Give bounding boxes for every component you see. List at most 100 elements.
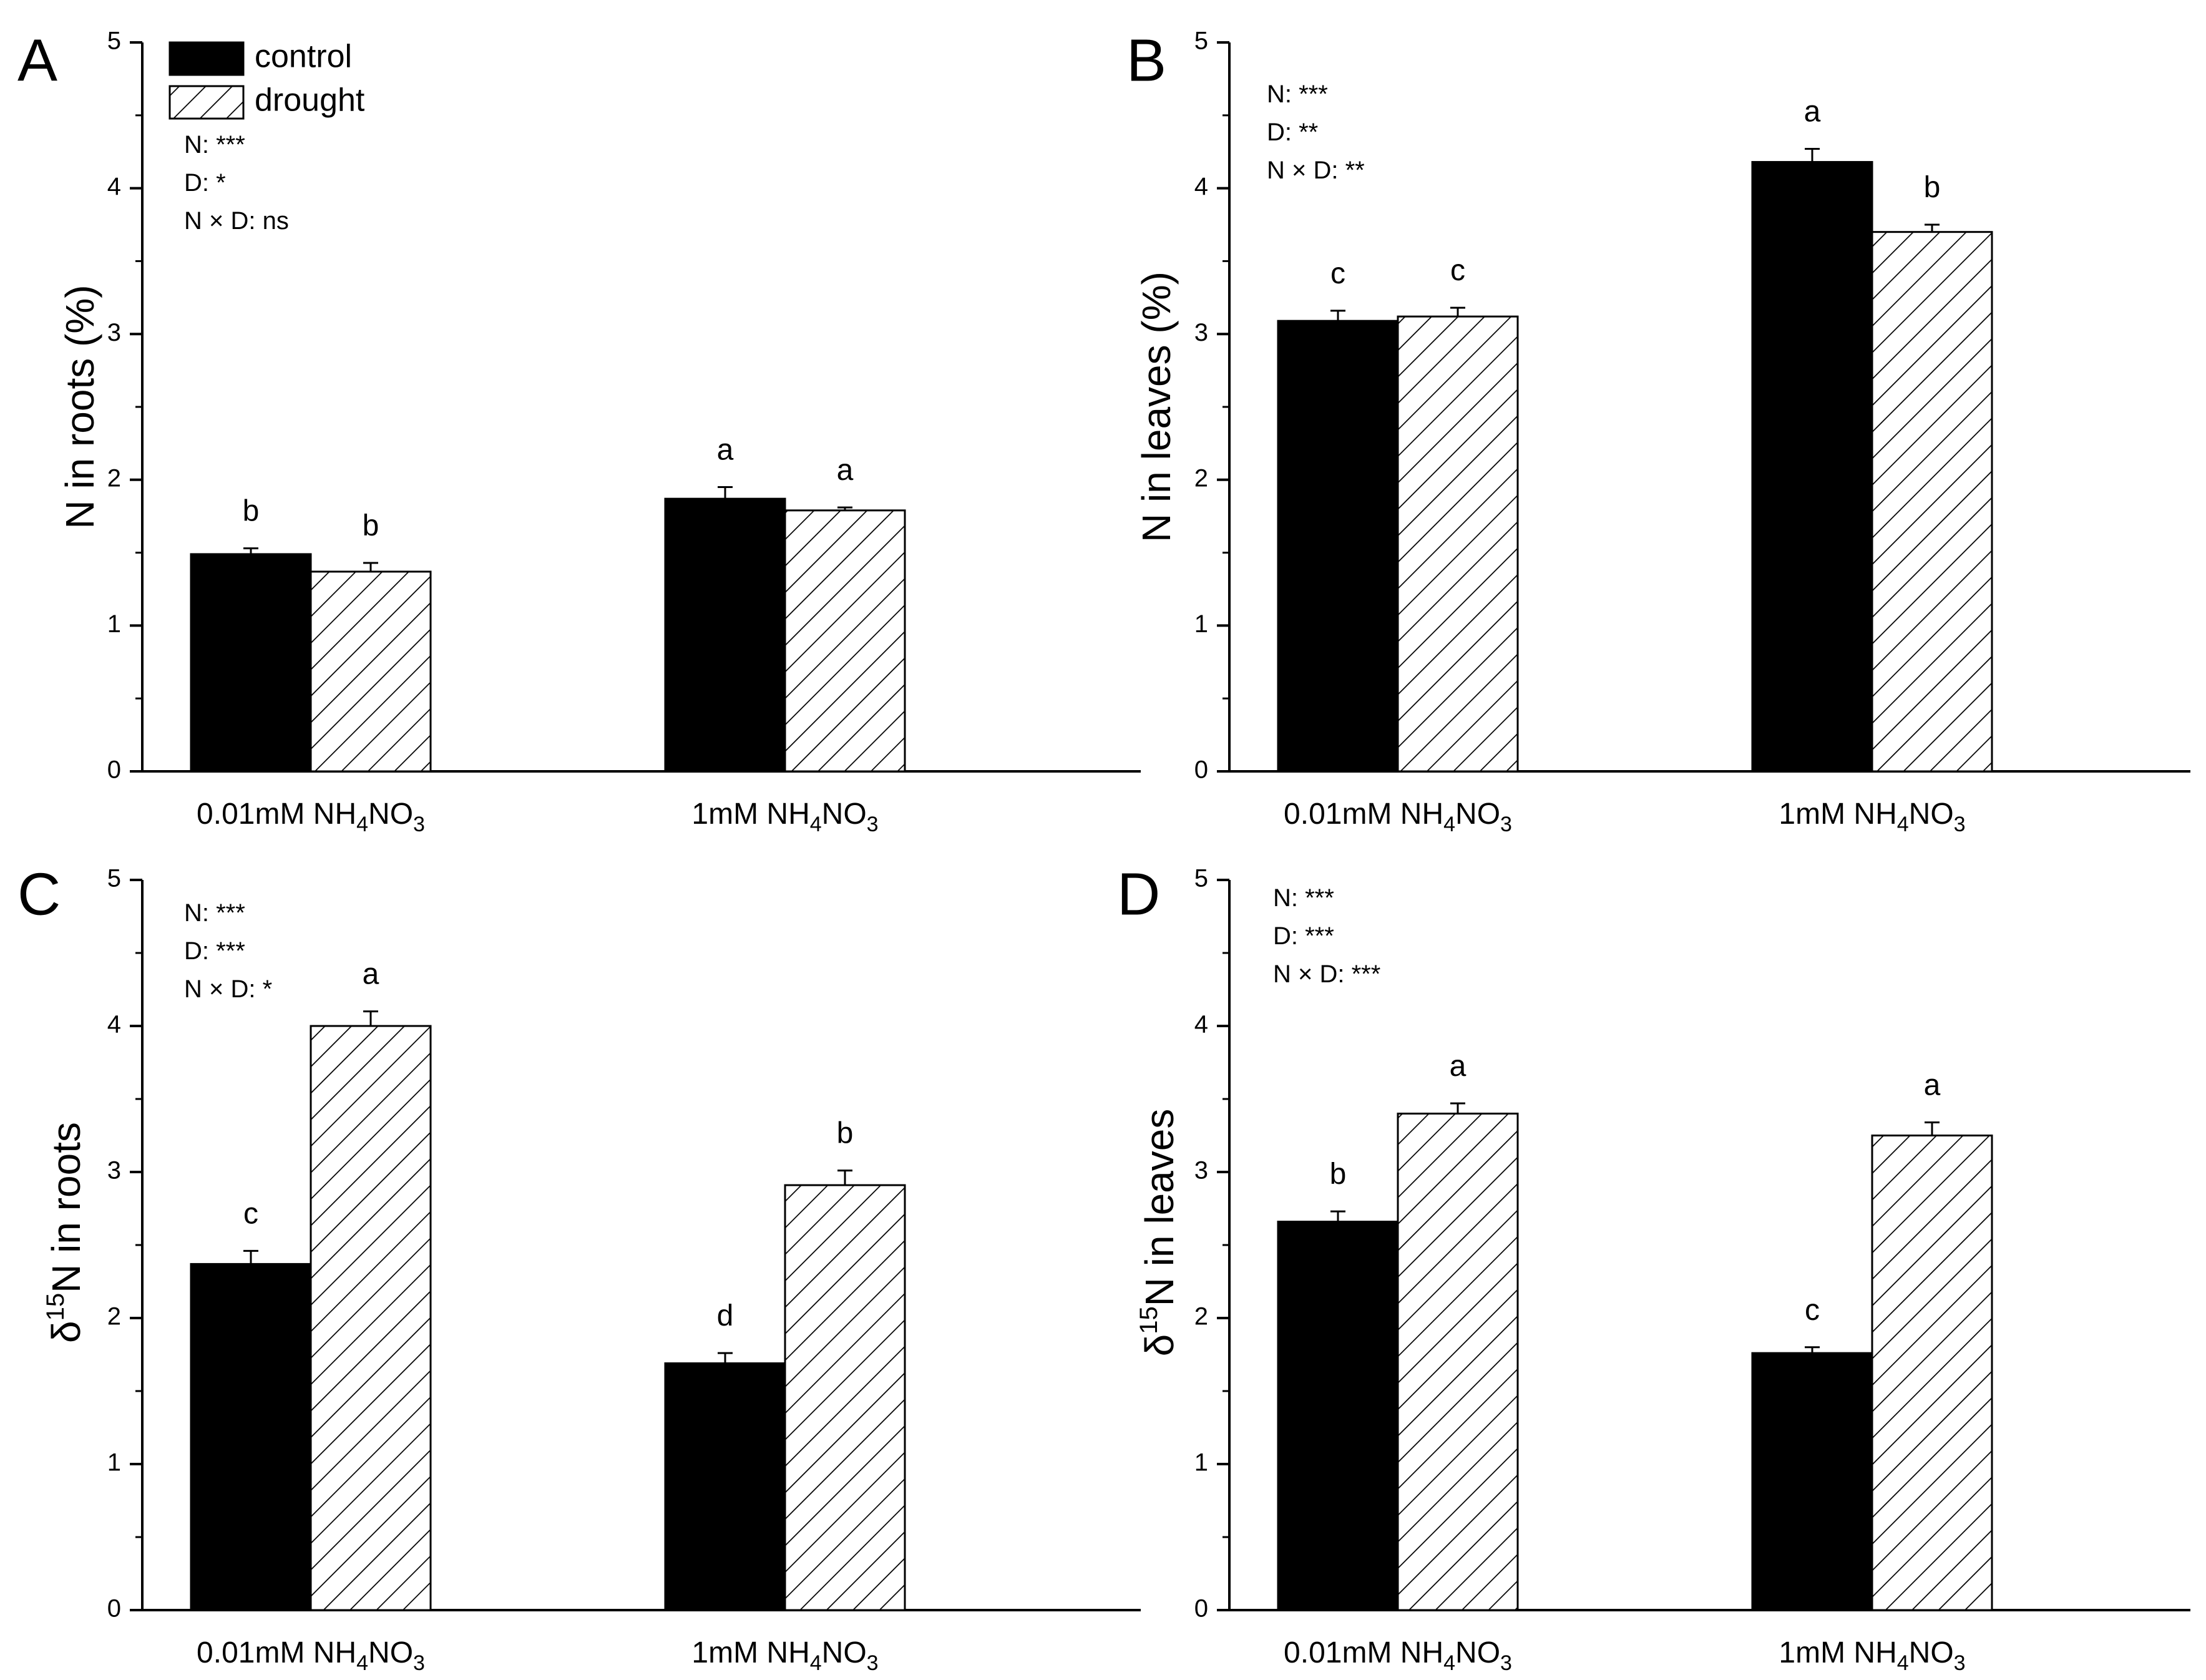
y-tick-label: 1 bbox=[107, 1449, 121, 1477]
x-category-label: 1mM NH4NO3 bbox=[1779, 798, 1965, 836]
category-subscript: 3 bbox=[413, 813, 425, 836]
category-text: 1mM NH bbox=[691, 1636, 809, 1669]
bar-drought bbox=[1397, 315, 1519, 773]
category-subscript: 4 bbox=[810, 813, 822, 836]
x-category-label: 0.01mM NH4NO3 bbox=[197, 798, 425, 836]
y-tick-label: 3 bbox=[107, 1157, 121, 1184]
y-tick-label: 4 bbox=[107, 1011, 121, 1038]
y-tick-label: 2 bbox=[1194, 1303, 1208, 1331]
category-text: NO bbox=[368, 1636, 413, 1669]
y-axis-title: δ15N in roots bbox=[42, 1122, 89, 1343]
bar-drought bbox=[310, 570, 432, 773]
category-text: 0.01mM NH bbox=[1284, 798, 1443, 831]
legend-swatch-drought bbox=[168, 85, 245, 120]
y-axis-title: N in roots (%) bbox=[57, 285, 102, 529]
legend-label-control: control bbox=[255, 39, 352, 75]
y-tick-label: 4 bbox=[107, 173, 121, 200]
bar-control bbox=[190, 553, 312, 773]
y-tick-label: 0 bbox=[1194, 1595, 1208, 1623]
category-subscript: 3 bbox=[867, 1651, 879, 1675]
stat-annotation: N: *** bbox=[184, 131, 245, 159]
category-text: NO bbox=[1909, 798, 1954, 831]
y-axis-title-rest: N in leaves bbox=[1137, 1109, 1182, 1307]
category-subscript: 4 bbox=[1443, 1651, 1455, 1675]
significance-letter: a bbox=[1924, 1068, 1941, 1101]
y-tick-label: 2 bbox=[107, 464, 121, 492]
category-text: 1mM NH bbox=[691, 798, 809, 831]
significance-letter: c bbox=[243, 1197, 258, 1230]
bar-drought bbox=[1871, 231, 1993, 773]
category-text: NO bbox=[1909, 1636, 1954, 1669]
y-tick-label: 3 bbox=[107, 319, 121, 346]
x-category-label: 0.01mM NH4NO3 bbox=[1284, 798, 1512, 836]
x-category-label: 1mM NH4NO3 bbox=[691, 798, 878, 836]
category-subscript: 3 bbox=[1954, 813, 1966, 836]
category-subscript: 3 bbox=[1954, 1651, 1966, 1675]
x-category-label: 0.01mM NH4NO3 bbox=[1284, 1636, 1512, 1675]
y-tick-label: 0 bbox=[107, 1595, 121, 1623]
category-text: 0.01mM NH bbox=[1284, 1636, 1443, 1669]
y-tick-label: 1 bbox=[1194, 1449, 1208, 1477]
category-text: NO bbox=[822, 798, 867, 831]
y-axis-title-main: N in roots (%) bbox=[57, 285, 102, 529]
panel-letter: A bbox=[17, 27, 57, 94]
y-axis-title: δ15N in leaves bbox=[1135, 1109, 1182, 1357]
category-subscript: 4 bbox=[356, 1651, 368, 1675]
y-axis-title-rest: N in roots bbox=[44, 1122, 89, 1293]
y-tick-label: 5 bbox=[1194, 865, 1208, 892]
y-tick-label: 5 bbox=[107, 27, 121, 55]
significance-letter: a bbox=[363, 958, 379, 991]
bar-drought bbox=[784, 509, 906, 773]
x-category-label: 1mM NH4NO3 bbox=[691, 1636, 878, 1675]
stat-annotation: N: *** bbox=[1267, 81, 1328, 108]
significance-letter: b bbox=[837, 1117, 854, 1150]
category-subscript: 3 bbox=[1500, 1651, 1512, 1675]
bar-drought bbox=[1397, 1112, 1519, 1611]
category-text: NO bbox=[1455, 1636, 1500, 1669]
stat-annotation: N × D: *** bbox=[1273, 960, 1380, 988]
stat-annotation: D: * bbox=[184, 169, 226, 197]
y-tick-label: 3 bbox=[1194, 319, 1208, 346]
bar-control bbox=[664, 497, 786, 773]
y-tick-label: 5 bbox=[1194, 27, 1208, 55]
significance-letter: b bbox=[363, 509, 379, 542]
category-text: 1mM NH bbox=[1779, 798, 1896, 831]
category-subscript: 4 bbox=[1443, 813, 1455, 836]
x-category-label: 1mM NH4NO3 bbox=[1779, 1636, 1965, 1675]
y-tick-label: 4 bbox=[1194, 173, 1208, 200]
bar-drought bbox=[1871, 1135, 1993, 1611]
y-tick-label: 0 bbox=[1194, 756, 1208, 784]
x-category-label: 0.01mM NH4NO3 bbox=[197, 1636, 425, 1675]
category-text: NO bbox=[368, 798, 413, 831]
stat-annotation: N × D: ns bbox=[184, 207, 289, 235]
category-subscript: 4 bbox=[356, 813, 368, 836]
y-axis-title-superscript: 15 bbox=[42, 1293, 69, 1321]
category-text: 0.01mM NH bbox=[197, 1636, 356, 1669]
significance-letter: c bbox=[1805, 1294, 1820, 1327]
bar-drought bbox=[784, 1184, 906, 1611]
stat-annotation: D: *** bbox=[1273, 922, 1334, 950]
y-axis-title: N in leaves (%) bbox=[1134, 271, 1179, 542]
significance-letter: d bbox=[717, 1299, 734, 1332]
y-tick-label: 2 bbox=[1194, 464, 1208, 492]
y-tick-label: 4 bbox=[1194, 1011, 1208, 1038]
bar-drought bbox=[310, 1025, 432, 1611]
y-axis-title-main: δ bbox=[44, 1321, 89, 1343]
significance-letter: c bbox=[1330, 257, 1345, 290]
y-tick-label: 2 bbox=[107, 1303, 121, 1331]
y-tick-label: 1 bbox=[107, 610, 121, 638]
stat-annotation: N: *** bbox=[184, 899, 245, 927]
panel-letter: B bbox=[1126, 27, 1166, 94]
panel-letter: C bbox=[17, 861, 61, 927]
significance-letter: c bbox=[1450, 254, 1465, 287]
category-subscript: 3 bbox=[413, 1651, 425, 1675]
bar-control bbox=[1751, 161, 1873, 773]
category-subscript: 4 bbox=[1897, 1651, 1909, 1675]
category-text: NO bbox=[822, 1636, 867, 1669]
y-axis-title-superscript: 15 bbox=[1135, 1306, 1163, 1334]
y-tick-label: 3 bbox=[1194, 1157, 1208, 1184]
bar-control bbox=[190, 1262, 312, 1611]
